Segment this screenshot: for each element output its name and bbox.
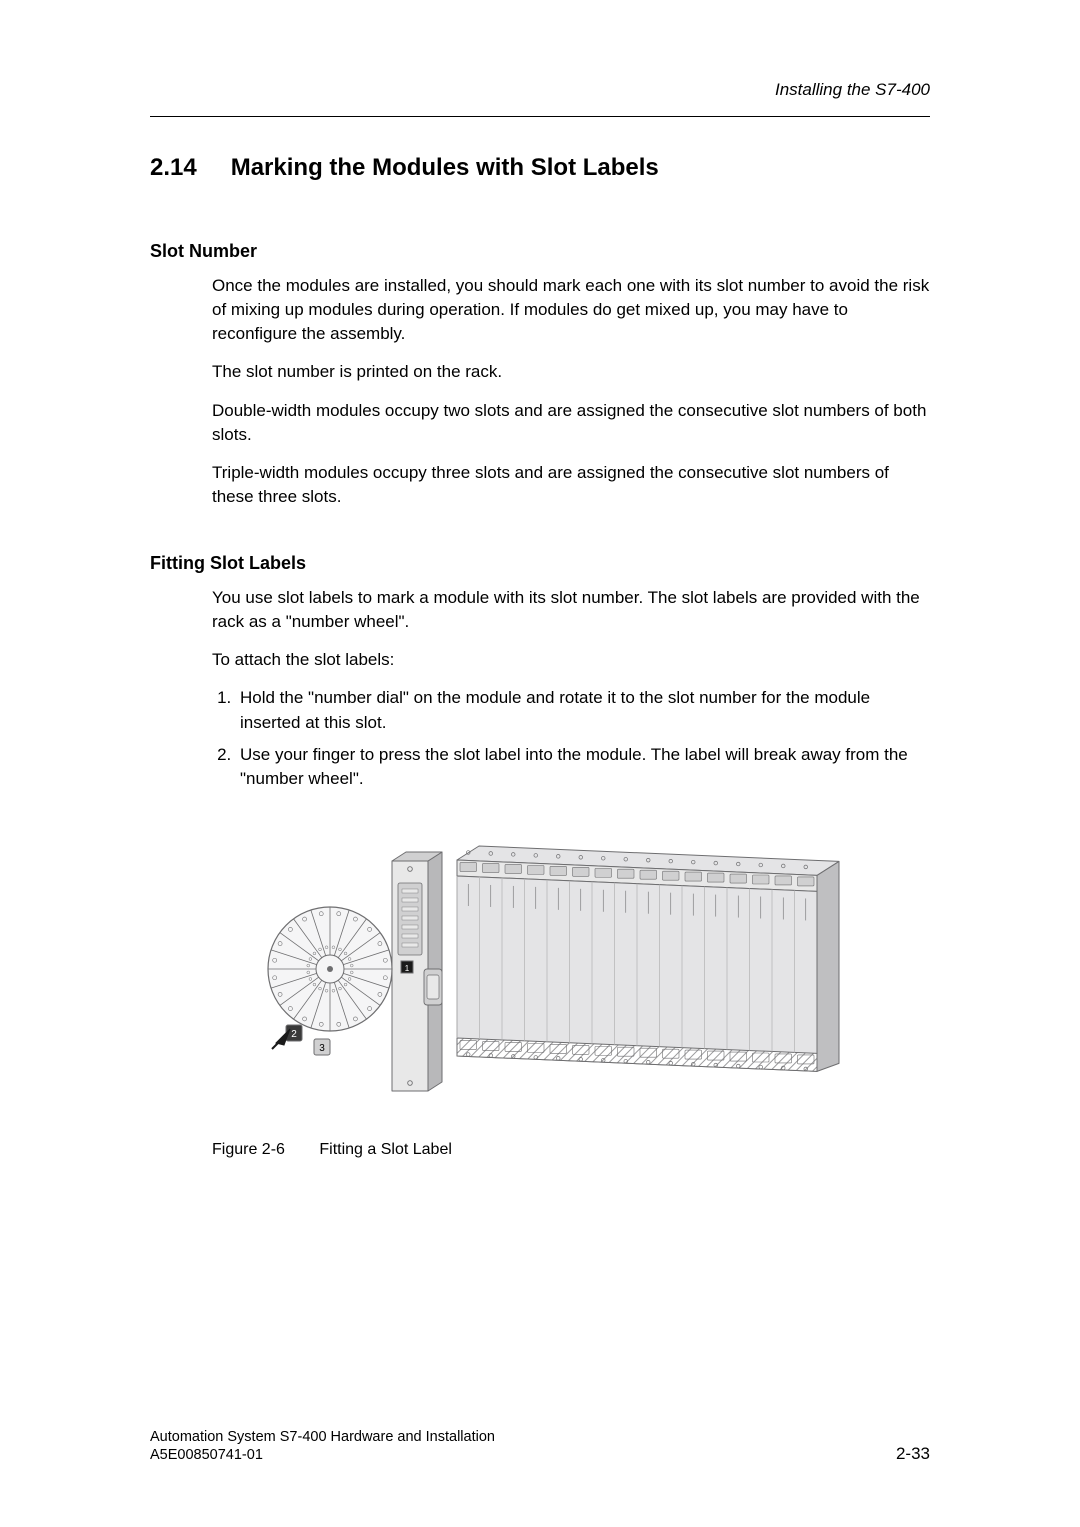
step-1: Hold the "number dial" on the module and…	[236, 686, 930, 734]
svg-text:2: 2	[291, 1029, 297, 1040]
subheading-fitting: Fitting Slot Labels	[150, 553, 930, 574]
figure-number: Figure 2-6	[212, 1141, 285, 1158]
p-fit-1: You use slot labels to mark a module wit…	[212, 586, 930, 634]
figure-caption-text: Fitting a Slot Label	[319, 1141, 452, 1158]
p-slot-3: Double-width modules occupy two slots an…	[212, 399, 930, 447]
p-slot-2: The slot number is printed on the rack.	[212, 360, 930, 384]
section-number: 2.14	[150, 153, 197, 183]
p-fit-2: To attach the slot labels:	[212, 648, 930, 672]
svg-text:3: 3	[319, 1043, 325, 1054]
footer-line2: A5E00850741-01	[150, 1446, 495, 1465]
p-slot-1: Once the modules are installed, you shou…	[212, 274, 930, 346]
body-slot-number: Once the modules are installed, you shou…	[212, 274, 930, 509]
body-fitting: You use slot labels to mark a module wit…	[212, 586, 930, 791]
fitting-steps: Hold the "number dial" on the module and…	[212, 686, 930, 791]
figure-caption: Figure 2-6 Fitting a Slot Label	[212, 1141, 930, 1159]
footer: Automation System S7-400 Hardware and In…	[150, 1428, 930, 1465]
section-title: Marking the Modules with Slot Labels	[231, 153, 659, 183]
slot-label-figure: 1 2 3	[222, 821, 842, 1111]
running-title: Installing the S7-400	[775, 80, 930, 99]
subheading-slot-number: Slot Number	[150, 241, 930, 262]
footer-line1: Automation System S7-400 Hardware and In…	[150, 1428, 495, 1447]
figure-box: 1 2 3	[212, 811, 930, 1121]
footer-pagenum: 2-33	[896, 1443, 930, 1465]
section-heading: 2.14 Marking the Modules with Slot Label…	[150, 153, 930, 183]
step-2: Use your finger to press the slot label …	[236, 743, 930, 791]
running-header: Installing the S7-400	[150, 80, 930, 117]
footer-left: Automation System S7-400 Hardware and In…	[150, 1428, 495, 1465]
p-slot-4: Triple-width modules occupy three slots …	[212, 461, 930, 509]
svg-text:1: 1	[405, 964, 410, 973]
